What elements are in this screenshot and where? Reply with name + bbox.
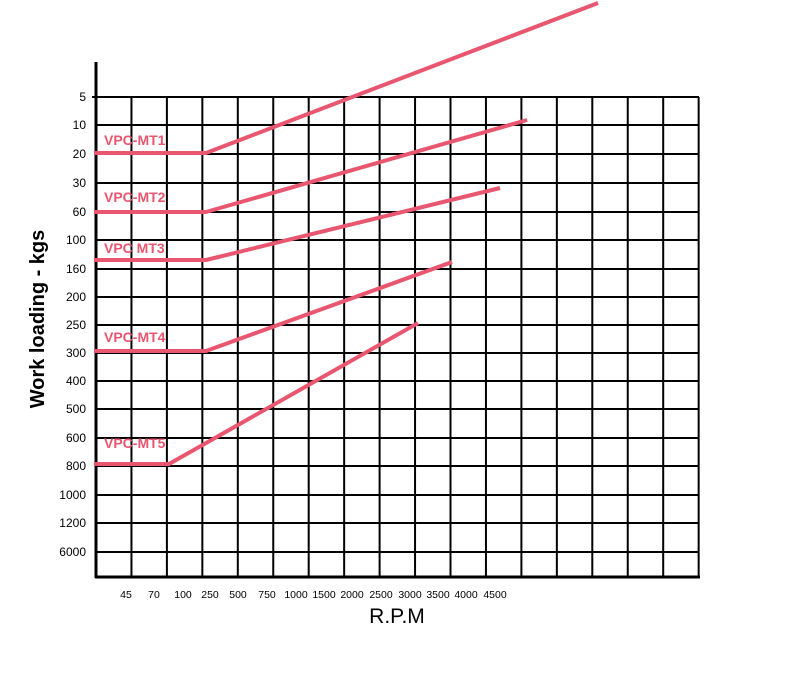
series-label: VPC-MT5 [104,435,166,451]
y-tick-label: 20 [73,147,87,161]
x-tick-labels: 45 70 100 250 500 750 1000 1500 2000 2500 3000 3500… [120,589,507,601]
x-tick-label: 4000 [454,589,478,601]
x-tick-label: 750 [258,589,276,601]
y-tick-label: 1000 [59,488,86,502]
y-tick-label: 100 [66,233,86,247]
x-tick-label: 100 [174,589,192,601]
x-tick-label: 1500 [312,589,336,601]
series-label: VPC-MT4 [104,329,166,345]
series-line [94,260,453,353]
x-tick-label: 250 [201,589,219,601]
series-label: VPC-MT2 [104,189,166,205]
y-axis-title: Work loading - kgs [27,230,49,409]
y-tick-label: 800 [66,459,86,473]
x-tick-label: 70 [148,589,160,601]
series-label: VPC MT3 [104,240,165,256]
y-tick-label: 400 [66,374,86,388]
chart-axes [92,62,700,579]
x-tick-label: 500 [229,589,247,601]
series-label: VPC-MT1 [104,132,166,148]
y-tick-label: 250 [66,318,86,332]
y-tick-label: 30 [73,176,87,190]
series-line [94,118,528,214]
series-lines [94,1,599,466]
series-line [94,321,419,466]
x-tick-label: 1000 [284,589,308,601]
y-tick-label: 600 [66,431,86,445]
y-tick-label: 60 [73,205,87,219]
y-tick-label: 10 [73,118,87,132]
series-labels: VPC-MT1 VPC-MT2 VPC MT3 VPC-MT4 VPC-MT5 [104,132,166,451]
x-tick-label: 45 [120,589,132,601]
y-tick-label: 500 [66,402,86,416]
y-tick-label: 160 [66,262,86,276]
series-line [94,1,599,155]
y-tick-label: 200 [66,290,86,304]
y-tick-labels: 5 10 20 30 60 100 160 200 250 300 400 500 600 800 1000… [59,90,86,559]
x-tick-label: 2500 [369,589,393,601]
series-line [94,186,501,262]
x-tick-label: 4500 [483,589,507,601]
y-tick-label: 300 [66,346,86,360]
x-tick-label: 3500 [426,589,450,601]
x-axis-title: R.P.M [369,605,425,628]
x-tick-label: 2000 [340,589,364,601]
chart-grid [96,96,700,577]
y-tick-label: 1200 [59,516,86,530]
x-tick-label: 3000 [398,589,422,601]
y-tick-label: 5 [79,90,86,104]
y-tick-label: 6000 [59,545,86,559]
